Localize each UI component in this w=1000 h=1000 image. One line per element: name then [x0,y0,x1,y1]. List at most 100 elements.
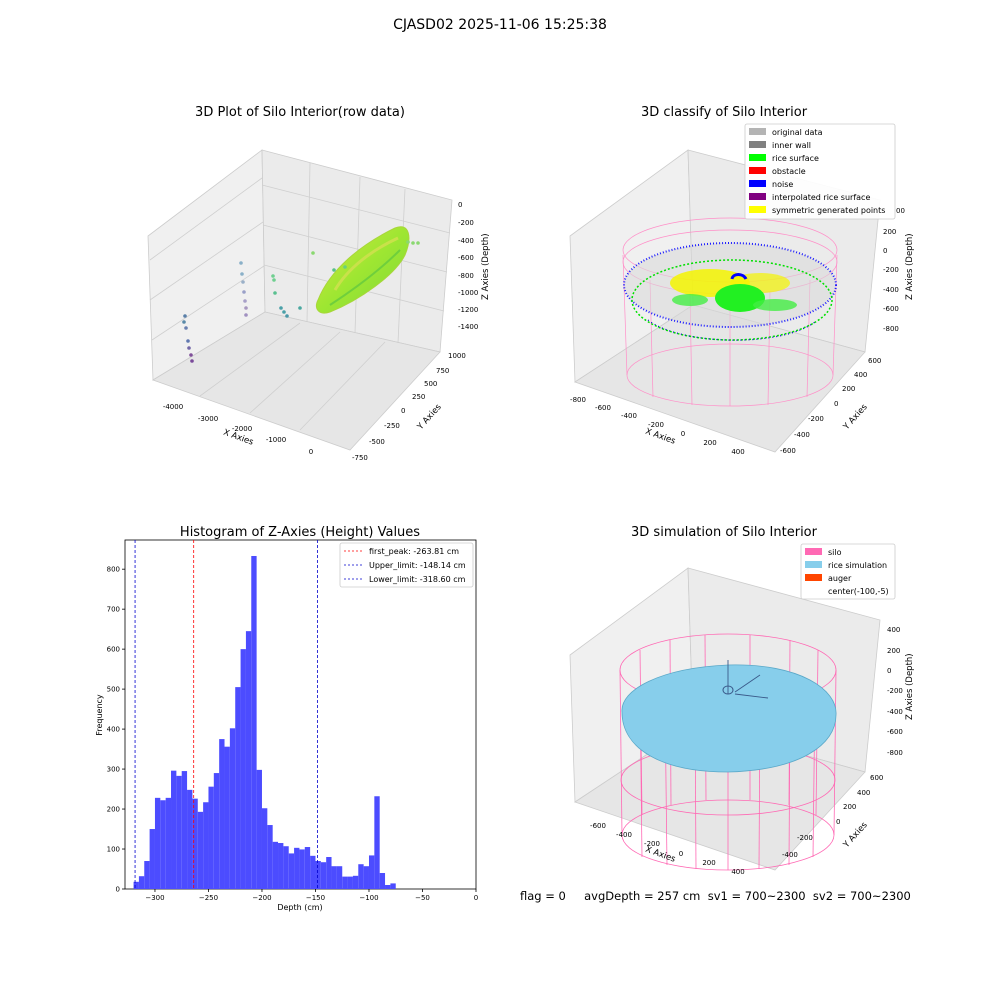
legend-frame [339,542,474,588]
y-tick-label: -500 [369,438,385,446]
x-tick-label: −50 [415,894,430,902]
x-axis-label-3: Depth (cm) [277,903,322,912]
z-tick-label: -800 [887,749,903,757]
legend-label: symmetric generated points [772,206,885,215]
x-tick-label: 0 [679,850,683,858]
histogram-bar [192,798,198,889]
y-tick-label: -750 [352,454,368,462]
raw-scatter-cloud [182,226,420,363]
histogram-bar [149,829,155,889]
y-tick-label: -200 [797,834,813,842]
histogram-bar [374,796,380,889]
x-tick-label: −150 [306,894,325,902]
legend-swatch [805,574,822,581]
panel-1-title: 3D Plot of Silo Interior(row data) [195,105,405,120]
x-tick-label: -400 [616,831,632,839]
legend-swatch [749,128,766,135]
axes-3d-box-1 [147,149,453,451]
y-tick-label: 500 [424,380,437,388]
y-tick-label: 600 [870,774,883,782]
histogram-bar [171,770,177,889]
y-tick-label: 600 [107,646,120,654]
x-tick-label: -200 [648,421,664,429]
z-tick-label: -600 [883,305,899,313]
x-tick-label: 400 [731,868,744,876]
z-tick-label: -400 [883,286,899,294]
x-tick-label: 200 [702,859,715,867]
legend-swatch [749,141,766,148]
histogram-bar [261,808,268,889]
y-tick-label: 100 [107,846,120,854]
z-tick-label: 200 [887,647,900,655]
z-tick-label: -600 [887,728,903,736]
legend-label: original data [772,128,823,137]
legend-frame [800,543,896,600]
x-tick-label: −250 [199,894,218,902]
y-tick-label: 400 [107,726,120,734]
z-tick-label: -600 [458,254,474,262]
histogram-bar [144,861,150,889]
histogram-bar [320,862,327,889]
legend-histogram: first_peak: -263.81 cm Upper_limit: -148… [339,542,474,588]
x-tick-label: 0 [681,430,685,438]
y-ticks: 0 100 200 300 400 500 600 700 800 [107,566,125,894]
z-axis-label-1: Z Axies (Depth) [481,233,491,300]
panel-classified: 3D classify of Silo Interior [569,105,915,456]
x-tick-label: -4000 [163,403,183,411]
z-tick-label: -1000 [458,289,478,297]
z-axis-label-2: Z Axies (Depth) [905,233,915,300]
histogram-bar [235,687,241,889]
histogram-bar [272,841,279,889]
x-tick-label: −300 [145,894,164,902]
histogram-bar [133,881,139,889]
legend-label: rice surface [772,154,819,163]
z-axis-label-4: Z Axies (Depth) [905,653,915,720]
panel-3-title: Histogram of Z-Axies (Height) Values [180,525,420,540]
histogram-bar [288,853,295,889]
legend-label: rice simulation [828,561,887,570]
histogram-bar [138,876,145,889]
z-tick-label: -1200 [458,306,478,314]
z-tick-label: -400 [887,708,903,716]
legend-swatch [805,561,822,568]
histogram-bar [213,773,220,889]
histogram-bar [315,861,321,889]
histogram-bar [197,811,204,889]
legend-simulation: silo rice simulation auger center(-100,-… [800,543,896,600]
histogram-bar [203,802,209,889]
y-tick-label: -250 [384,422,400,430]
status-line: flag = 0 avgDepth = 257 cm sv1 = 700~230… [520,889,911,903]
z-tick-label: -200 [458,219,474,227]
histogram-bar [363,866,369,889]
legend-frame [744,123,896,220]
histogram-bar [299,849,305,889]
histogram-bar [181,771,188,889]
y-tick-label: 0 [834,400,838,408]
z-tick-label: 0 [458,201,462,209]
z-tick-label: 400 [887,626,900,634]
z-tick-label: -200 [887,687,903,695]
axis-ticks-2: -800 -600 -400 -200 0 200 400 -600 -400 … [570,207,905,456]
y-tick-label: 300 [107,766,120,774]
y-axis-label-1: Y Axies [415,402,444,433]
legend-label: Lower_limit: -318.60 cm [369,575,466,584]
y-tick-label: 0 [836,818,840,826]
histogram-bar [368,855,375,889]
y-tick-label: -400 [782,851,798,859]
histogram-bars [133,555,396,889]
legend-swatch [749,206,766,213]
legend-label: interpolated rice surface [772,193,870,202]
x-tick-label: −200 [252,894,271,902]
x-tick-label: 0 [309,448,313,456]
y-tick-label: 0 [116,886,120,894]
histogram-bar [304,847,311,889]
histogram-bar [347,876,353,889]
y-tick-label: 200 [107,806,120,814]
z-tick-label: 200 [883,228,896,236]
legend-swatch [749,167,766,174]
x-tick-label: -400 [621,412,637,420]
x-tick-label: 200 [703,439,716,447]
legend-label: auger [828,574,852,583]
y-tick-label: 1000 [448,352,466,360]
histogram-bar [165,797,172,889]
